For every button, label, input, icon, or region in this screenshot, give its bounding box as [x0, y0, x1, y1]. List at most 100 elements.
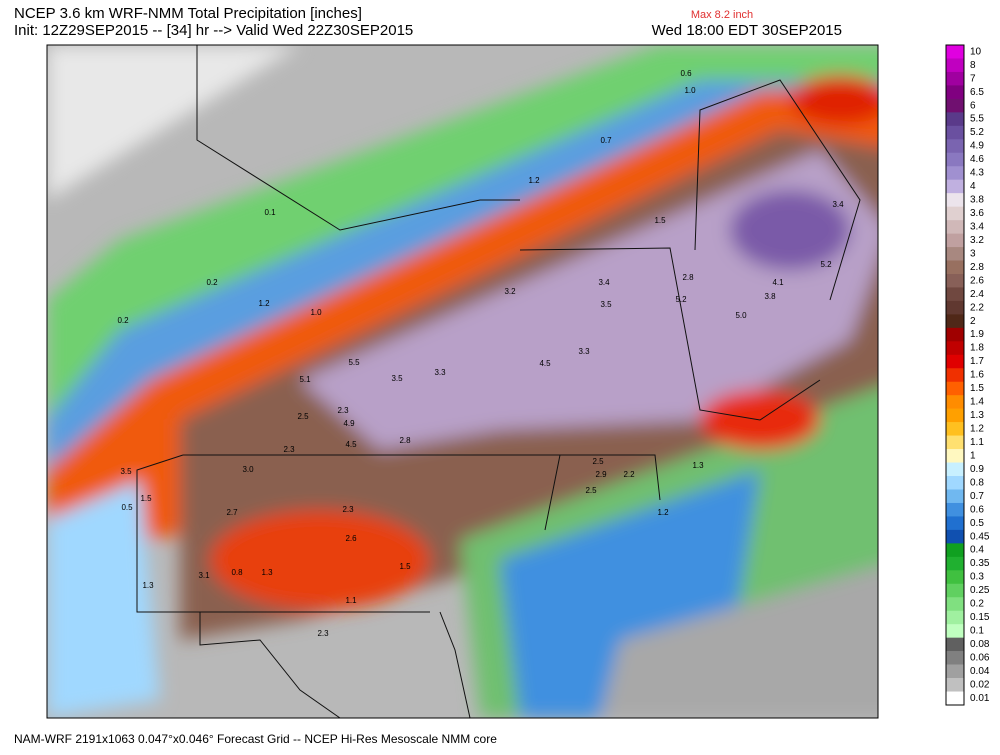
- colorbar-swatch: [946, 516, 964, 531]
- map-value-label: 1.0: [684, 86, 696, 95]
- colorbar-swatch: [946, 233, 964, 248]
- map-value-label: 1.1: [345, 596, 357, 605]
- colorbar-label: 0.2: [970, 599, 984, 610]
- map: [47, 45, 878, 718]
- colorbar-swatch: [946, 273, 964, 288]
- colorbar-label: 2: [970, 316, 976, 327]
- colorbar-swatch: [946, 678, 964, 692]
- colorbar-swatch: [946, 691, 964, 706]
- colorbar-swatch: [946, 624, 964, 638]
- map-value-label: 5.1: [299, 375, 311, 384]
- map-value-label: 1.2: [258, 299, 270, 308]
- map-value-label: 3.5: [391, 374, 403, 383]
- map-value-label: 2.2: [623, 470, 635, 479]
- colorbar-label: 2.4: [970, 289, 984, 300]
- colorbar-label: 1.7: [970, 356, 984, 367]
- colorbar-label: 6: [970, 100, 976, 111]
- colorbar-swatch: [946, 449, 964, 463]
- colorbar-swatch: [946, 166, 964, 180]
- map-value-label: 0.2: [117, 316, 129, 325]
- colorbar-swatch: [946, 45, 964, 59]
- colorbar-label: 0.01: [970, 693, 990, 704]
- colorbar-swatch: [946, 206, 964, 221]
- map-value-label: 2.7: [226, 508, 238, 517]
- colorbar-label: 6.5: [970, 87, 984, 98]
- colorbar-swatch: [946, 422, 964, 436]
- colorbar-label: 1.3: [970, 410, 984, 421]
- map-value-label: 2.5: [585, 486, 597, 495]
- map-value-label: 2.6: [345, 534, 357, 543]
- map-value-label: 3.5: [120, 467, 132, 476]
- map-value-label: 5.0: [735, 311, 747, 320]
- colorbar-label: 0.35: [970, 558, 990, 569]
- colorbar-swatch: [946, 58, 964, 73]
- map-value-label: 3.1: [198, 571, 210, 580]
- map-value-label: 2.3: [317, 629, 329, 638]
- colorbar-swatch: [946, 664, 964, 679]
- map-value-label: 2.5: [592, 457, 604, 466]
- colorbar-swatch: [946, 112, 964, 127]
- colorbar-swatch: [946, 354, 964, 369]
- map-value-label: 2.8: [682, 273, 694, 282]
- colorbar-swatch: [946, 651, 964, 665]
- map-value-label: 0.1: [264, 208, 276, 217]
- map-value-label: 1.3: [692, 461, 704, 470]
- colorbar-label: 2.6: [970, 275, 984, 286]
- colorbar-swatch: [946, 583, 964, 598]
- map-value-label: 3.2: [504, 287, 516, 296]
- colorbar-label: 0.9: [970, 464, 984, 475]
- colorbar-label: 0.3: [970, 572, 984, 583]
- map-value-label: 2.3: [283, 445, 295, 454]
- colorbar-swatch: [946, 610, 964, 625]
- colorbar-swatch: [946, 247, 964, 261]
- map-value-label: 5.2: [820, 260, 832, 269]
- colorbar-swatch: [946, 476, 964, 490]
- colorbar-label: 4.3: [970, 168, 984, 179]
- colorbar-swatch: [946, 489, 964, 504]
- colorbar-label: 1.4: [970, 397, 984, 408]
- colorbar-swatch: [946, 125, 964, 140]
- colorbar-label: 10: [970, 46, 982, 57]
- map-value-label: 5.2: [675, 295, 687, 304]
- title: NCEP 3.6 km WRF-NMM Total Precipitation …: [14, 5, 362, 22]
- colorbar-swatch: [946, 529, 964, 544]
- colorbar-label: 4: [970, 181, 976, 192]
- map-value-label: 1.2: [528, 176, 540, 185]
- colorbar-swatch: [946, 556, 964, 571]
- colorbar-label: 5.2: [970, 127, 984, 138]
- map-value-label: 1.0: [310, 308, 322, 317]
- map-value-label: 0.8: [231, 568, 243, 577]
- map-value-label: 3.3: [434, 368, 446, 377]
- map-frame: [46, 44, 879, 719]
- map-value-label: 1.5: [140, 494, 152, 503]
- colorbar-label: 1.6: [970, 370, 984, 381]
- map-value-label: 4.1: [772, 278, 784, 287]
- colorbar-swatch: [946, 543, 964, 558]
- colorbar-swatch: [946, 637, 964, 652]
- colorbar-swatch: [946, 193, 964, 207]
- map-value-label: 1.5: [654, 216, 666, 225]
- colorbar-label: 4.9: [970, 141, 984, 152]
- colorbar-swatch: [946, 260, 964, 275]
- footer: NAM-WRF 2191x1063 0.047°x0.046° Forecast…: [14, 732, 497, 746]
- colorbar-swatch: [946, 98, 964, 113]
- colorbar-label: 0.4: [970, 545, 984, 556]
- colorbar-label: 1.5: [970, 383, 984, 394]
- colorbar-swatch: [946, 395, 964, 409]
- colorbar-swatch: [946, 300, 964, 315]
- map-value-label: 3.3: [578, 347, 590, 356]
- colorbar-label: 0.15: [970, 612, 990, 623]
- colorbar-label: 3.6: [970, 208, 984, 219]
- colorbar-swatch: [946, 435, 964, 450]
- map-value-label: 0.6: [680, 69, 692, 78]
- colorbar-label: 0.06: [970, 652, 990, 663]
- colorbar-swatch: [946, 381, 964, 396]
- map-value-label: 4.9: [343, 419, 355, 428]
- colorbar-label: 2.8: [970, 262, 984, 273]
- colorbar-swatch: [946, 220, 964, 234]
- map-value-label: 0.2: [206, 278, 218, 287]
- colorbar-swatch: [946, 597, 964, 612]
- colorbar-swatch: [946, 314, 964, 329]
- colorbar-label: 0.5: [970, 518, 984, 529]
